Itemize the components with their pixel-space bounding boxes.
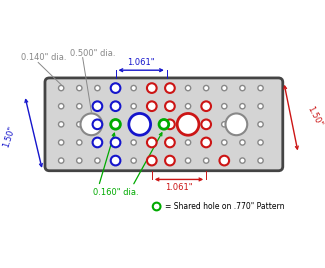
Circle shape bbox=[77, 158, 82, 163]
Circle shape bbox=[240, 122, 245, 127]
Circle shape bbox=[93, 138, 102, 147]
Circle shape bbox=[167, 85, 173, 91]
Circle shape bbox=[222, 140, 227, 145]
Circle shape bbox=[95, 158, 100, 163]
Text: 1.50": 1.50" bbox=[305, 105, 323, 129]
Circle shape bbox=[240, 140, 245, 145]
Circle shape bbox=[258, 158, 263, 163]
Circle shape bbox=[111, 120, 120, 129]
Circle shape bbox=[219, 156, 229, 165]
Circle shape bbox=[165, 120, 175, 129]
Circle shape bbox=[147, 138, 157, 147]
Circle shape bbox=[93, 101, 102, 111]
Circle shape bbox=[222, 103, 227, 109]
Circle shape bbox=[58, 122, 64, 127]
Circle shape bbox=[222, 122, 227, 127]
Text: 0.140" dia.: 0.140" dia. bbox=[21, 53, 67, 62]
Circle shape bbox=[165, 156, 175, 165]
Circle shape bbox=[58, 140, 64, 145]
Text: 1.061": 1.061" bbox=[165, 183, 193, 192]
Circle shape bbox=[95, 85, 100, 91]
Circle shape bbox=[131, 103, 136, 109]
Text: 1.50": 1.50" bbox=[1, 125, 17, 148]
Text: = Shared hole on .770" Pattern: = Shared hole on .770" Pattern bbox=[165, 202, 285, 211]
Circle shape bbox=[58, 158, 64, 163]
Circle shape bbox=[111, 138, 120, 147]
Circle shape bbox=[177, 113, 199, 135]
Text: 0.160" dia.: 0.160" dia. bbox=[93, 188, 138, 197]
Circle shape bbox=[258, 103, 263, 109]
Circle shape bbox=[201, 101, 211, 111]
Circle shape bbox=[58, 85, 64, 91]
Circle shape bbox=[77, 103, 82, 109]
Circle shape bbox=[185, 158, 191, 163]
Circle shape bbox=[77, 140, 82, 145]
Circle shape bbox=[131, 158, 136, 163]
Circle shape bbox=[93, 120, 102, 129]
Circle shape bbox=[203, 85, 209, 91]
Circle shape bbox=[129, 113, 150, 135]
Circle shape bbox=[131, 85, 136, 91]
Circle shape bbox=[240, 85, 245, 91]
Circle shape bbox=[201, 120, 211, 129]
Circle shape bbox=[222, 85, 227, 91]
Circle shape bbox=[77, 122, 82, 127]
Text: 0.500" dia.: 0.500" dia. bbox=[70, 49, 115, 58]
Circle shape bbox=[185, 103, 191, 109]
Circle shape bbox=[185, 140, 191, 145]
Circle shape bbox=[165, 138, 175, 147]
Circle shape bbox=[81, 113, 102, 135]
Circle shape bbox=[240, 158, 245, 163]
Circle shape bbox=[159, 120, 169, 129]
Circle shape bbox=[258, 85, 263, 91]
Circle shape bbox=[258, 140, 263, 145]
Circle shape bbox=[240, 103, 245, 109]
Circle shape bbox=[77, 85, 82, 91]
Circle shape bbox=[222, 158, 227, 163]
Circle shape bbox=[147, 101, 157, 111]
Circle shape bbox=[258, 122, 263, 127]
Circle shape bbox=[131, 140, 136, 145]
FancyBboxPatch shape bbox=[45, 78, 283, 171]
Circle shape bbox=[165, 83, 175, 93]
Circle shape bbox=[147, 83, 157, 93]
Circle shape bbox=[111, 101, 120, 111]
Circle shape bbox=[203, 158, 209, 163]
Text: 1.061": 1.061" bbox=[127, 58, 155, 67]
Circle shape bbox=[185, 85, 191, 91]
Circle shape bbox=[147, 156, 157, 165]
Circle shape bbox=[201, 138, 211, 147]
Circle shape bbox=[165, 101, 175, 111]
Circle shape bbox=[153, 203, 161, 210]
Circle shape bbox=[226, 113, 247, 135]
Circle shape bbox=[111, 83, 120, 93]
Circle shape bbox=[111, 156, 120, 165]
Circle shape bbox=[58, 103, 64, 109]
